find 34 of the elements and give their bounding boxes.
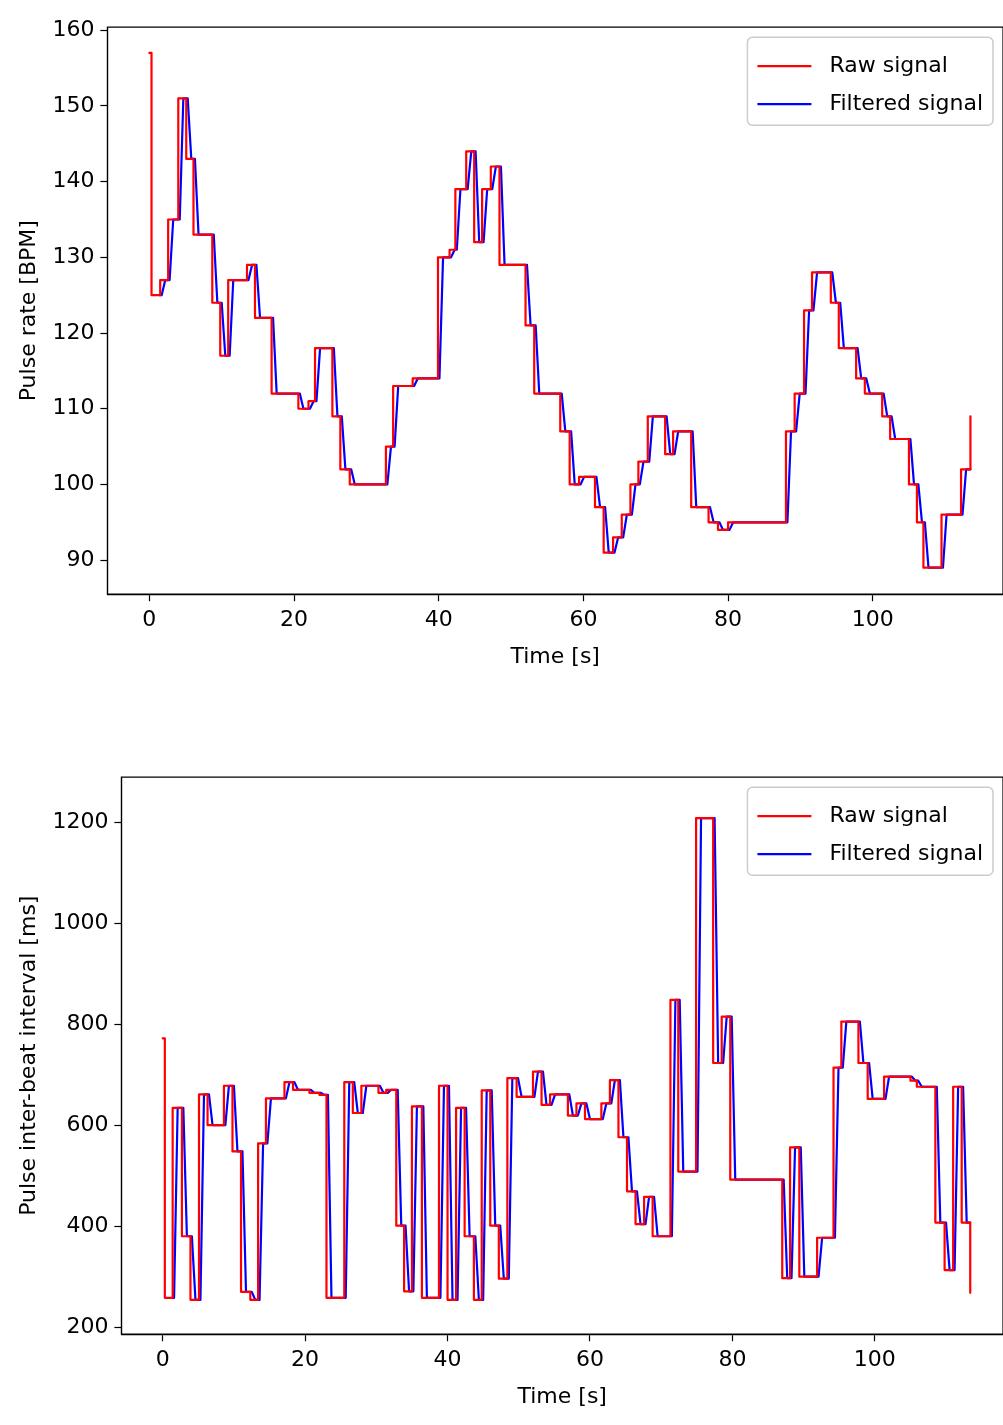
x-tick-label: 60 [575, 1346, 604, 1372]
y-tick-label: 140 [52, 167, 95, 193]
x-tick-label: 40 [424, 606, 453, 632]
x-tick-label: 60 [569, 606, 598, 632]
y-tick-label: 1000 [52, 908, 109, 934]
y-tick-label: 400 [66, 1211, 109, 1237]
y-tick-label: 160 [52, 15, 95, 41]
y-tick-label: 150 [52, 91, 95, 117]
y-axis-title: Pulse rate [BPM] [14, 220, 40, 402]
y-tick-label: 100 [52, 470, 95, 496]
x-tick-label: 0 [155, 1346, 170, 1372]
legend-label: Raw signal [829, 51, 948, 77]
x-tick-label: 80 [714, 606, 743, 632]
x-tick-label: 20 [280, 606, 309, 632]
x-tick-label: 80 [718, 1346, 747, 1372]
y-tick-label: 130 [52, 243, 95, 269]
y-tick-label: 1200 [52, 807, 109, 833]
y-tick-label: 600 [66, 1110, 109, 1136]
x-axis-title: Time [s] [509, 642, 600, 668]
x-tick-label: 100 [851, 606, 894, 632]
y-axis-title: Pulse inter-beat interval [ms] [14, 895, 40, 1216]
x-tick-label: 40 [433, 1346, 462, 1372]
x-axis-title: Time [s] [516, 1382, 607, 1408]
x-tick-label: 20 [291, 1346, 320, 1372]
y-tick-label: 120 [52, 318, 95, 344]
legend-label: Filtered signal [829, 839, 984, 865]
legend-label: Raw signal [829, 801, 948, 827]
legend-label: Filtered signal [829, 89, 984, 115]
y-tick-label: 110 [52, 394, 95, 420]
y-tick-label: 200 [66, 1312, 109, 1338]
y-tick-label: 90 [66, 545, 95, 571]
y-tick-label: 800 [66, 1009, 109, 1035]
x-tick-label: 100 [853, 1346, 896, 1372]
x-tick-label: 0 [142, 606, 157, 632]
